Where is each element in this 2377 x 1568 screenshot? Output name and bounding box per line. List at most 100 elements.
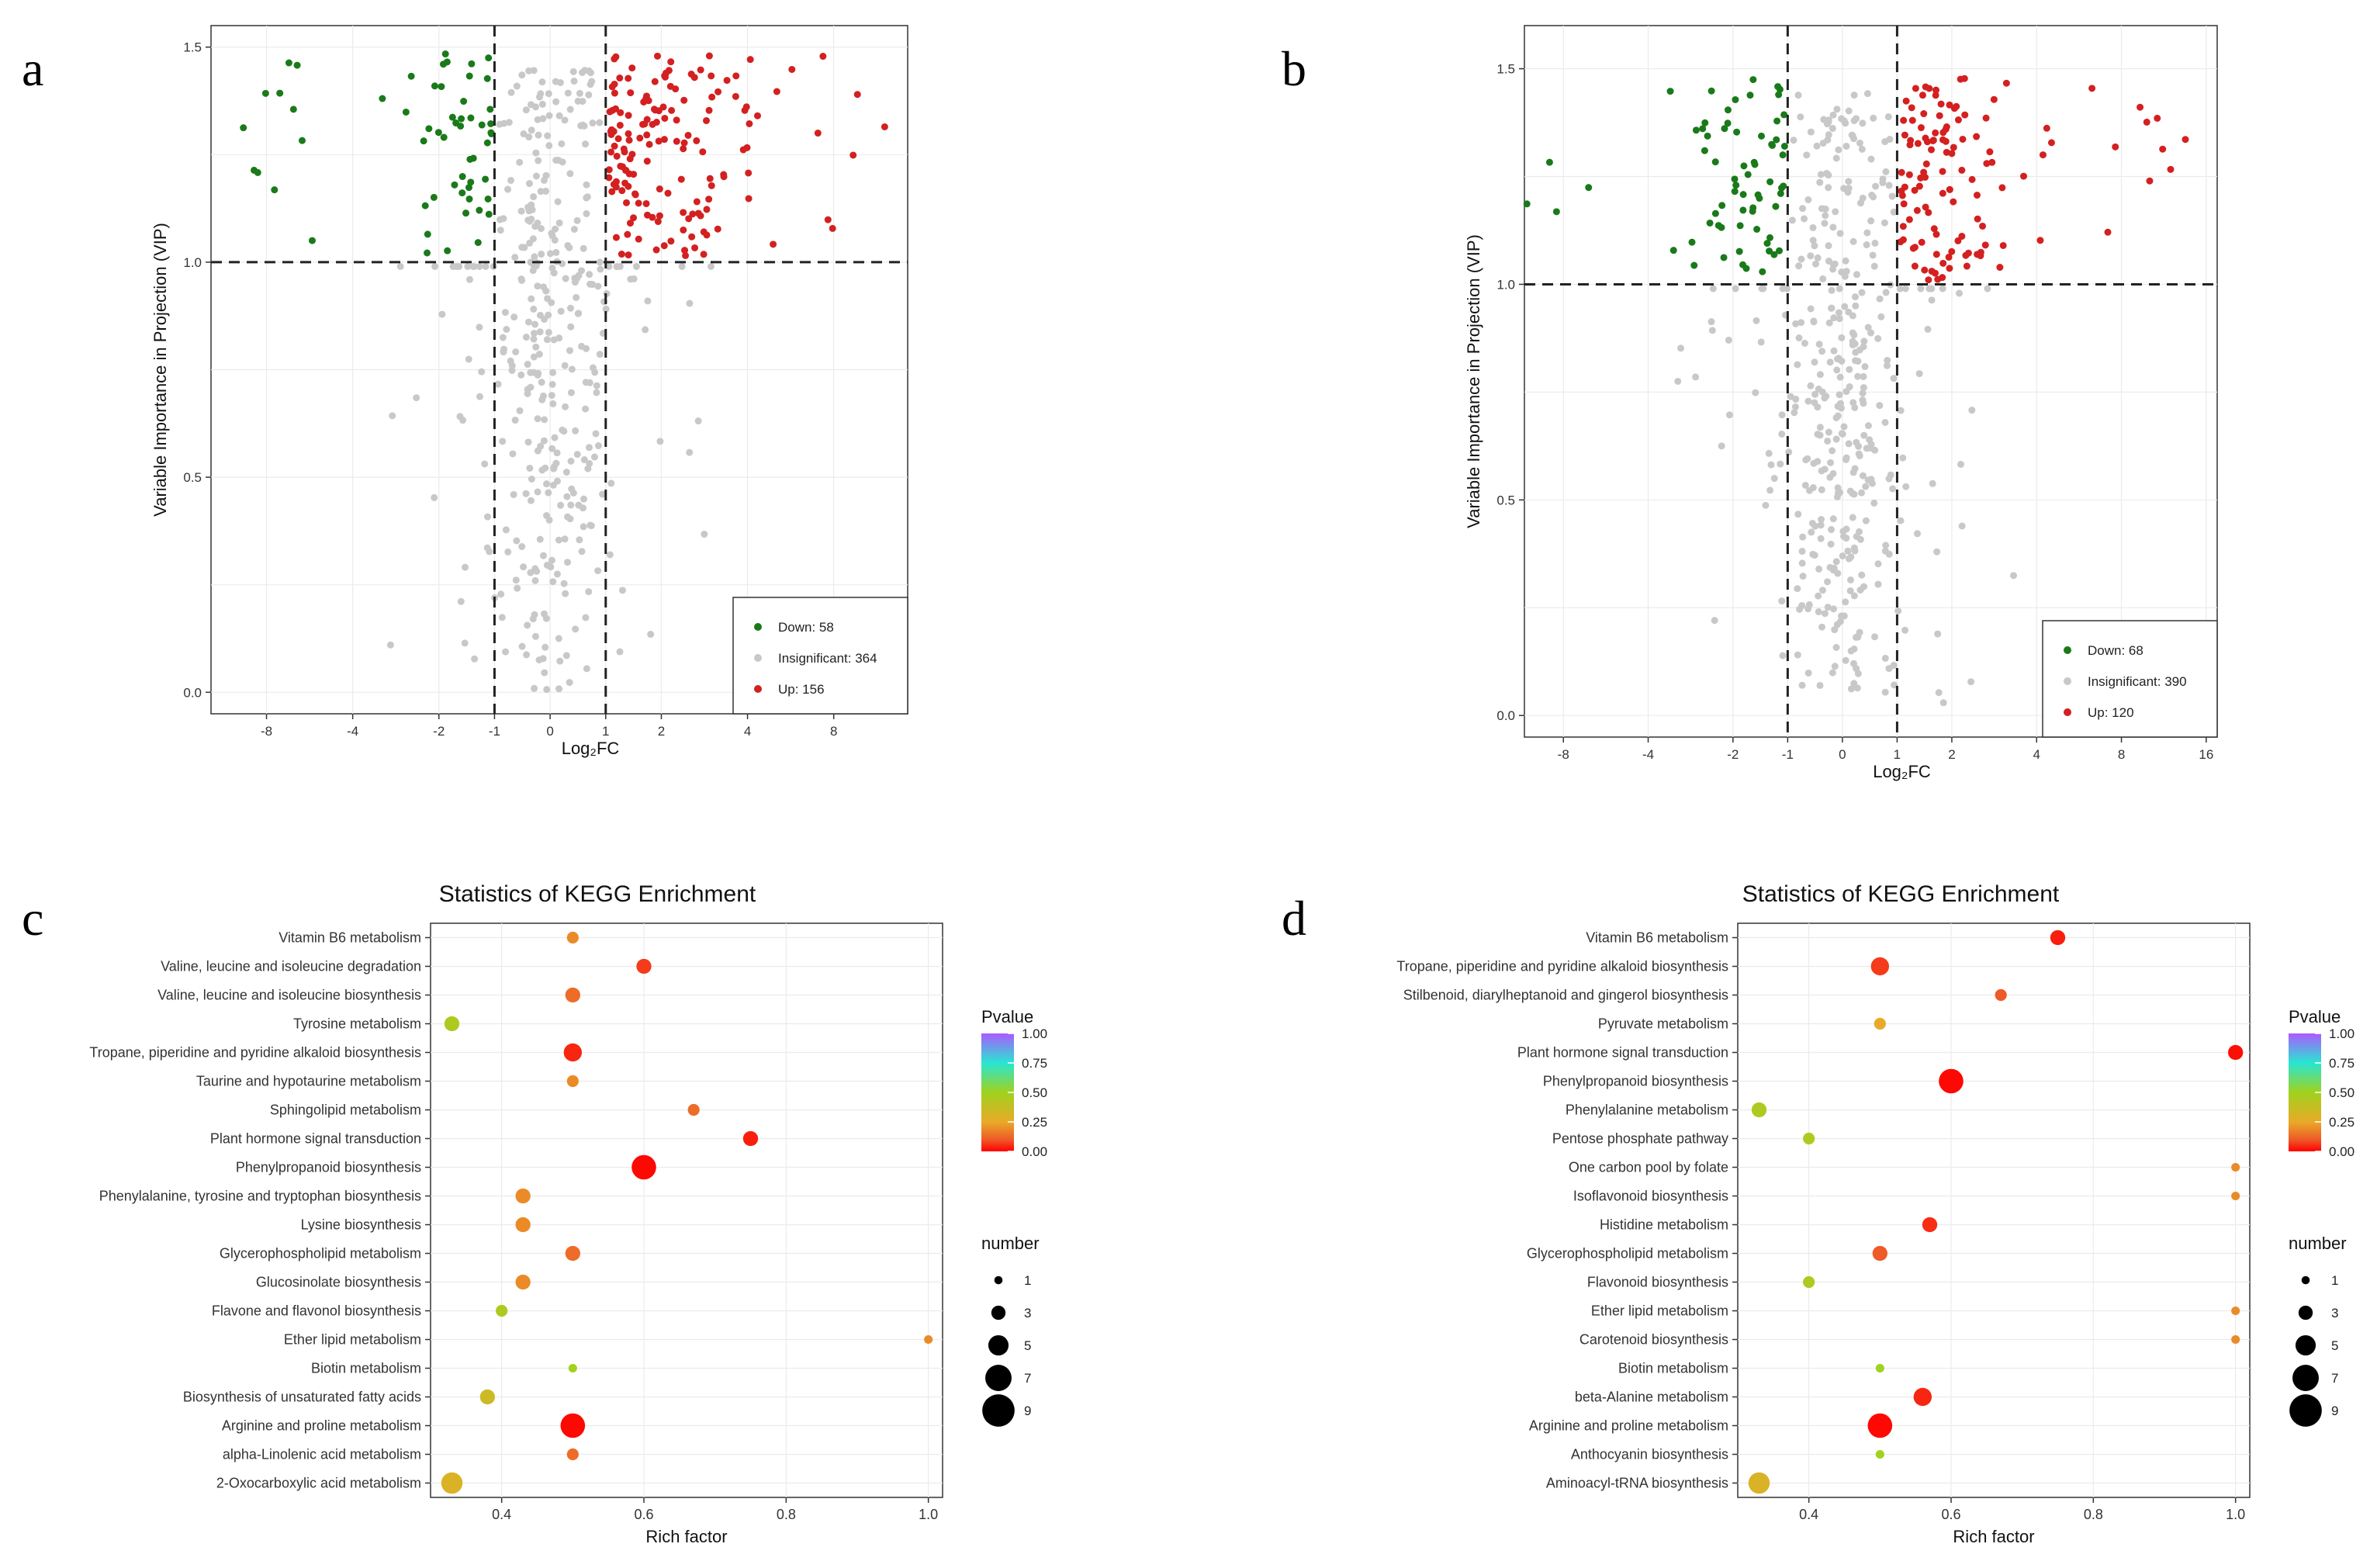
- point-insignificant: [1836, 285, 1843, 292]
- point-up: [1957, 75, 1964, 83]
- x-axis-title: Log₂FC: [1873, 762, 1931, 781]
- point-insignificant: [1881, 688, 1889, 696]
- point-insignificant: [531, 611, 538, 618]
- point-up: [616, 121, 624, 129]
- data-points: [240, 50, 888, 694]
- point-insignificant: [513, 537, 521, 545]
- bubble-point: [560, 1413, 586, 1438]
- point-up: [664, 189, 672, 197]
- point-insignificant: [555, 635, 562, 642]
- point-down: [1775, 91, 1783, 99]
- point-insignificant: [580, 495, 588, 503]
- point-up: [788, 65, 796, 73]
- pvalue-legend-title: Pvalue: [2289, 1007, 2341, 1026]
- point-insignificant: [1674, 377, 1682, 385]
- point-down: [444, 247, 452, 254]
- point-insignificant: [583, 193, 591, 201]
- point-insignificant: [1811, 390, 1819, 398]
- point-insignificant: [535, 656, 543, 664]
- point-insignificant: [1765, 449, 1773, 457]
- point-insignificant: [606, 551, 614, 559]
- point-down: [1766, 234, 1773, 241]
- point-up: [1922, 160, 1930, 168]
- point-down: [1772, 202, 1780, 210]
- point-up: [1925, 276, 1932, 284]
- point-insignificant: [522, 490, 530, 497]
- point-insignificant: [1836, 373, 1844, 381]
- colorbar-tick-label: 1.00: [1022, 1026, 1047, 1041]
- point-up: [829, 224, 836, 232]
- point-down: [452, 119, 460, 127]
- point-insignificant: [530, 330, 538, 337]
- point-up: [643, 116, 651, 123]
- point-insignificant: [564, 89, 572, 97]
- legend-entry: Down: 68: [2088, 643, 2143, 658]
- bubble-point: [444, 1016, 460, 1032]
- point-insignificant: [1815, 341, 1823, 348]
- point-up: [655, 137, 663, 145]
- point-insignificant: [1796, 605, 1804, 613]
- point-insignificant: [539, 392, 547, 400]
- point-insignificant: [1816, 681, 1824, 689]
- bubble-point: [1748, 1472, 1770, 1494]
- bubble-point: [515, 1188, 531, 1204]
- point-up: [693, 137, 701, 144]
- point-insignificant: [514, 584, 521, 592]
- point-insignificant: [497, 227, 504, 234]
- point-insignificant: [562, 469, 570, 476]
- point-insignificant: [1732, 285, 1739, 292]
- point-insignificant: [567, 457, 575, 465]
- point-down: [1714, 222, 1722, 230]
- point-up: [1958, 233, 1966, 241]
- y-tick-label: 1.5: [1496, 62, 1515, 77]
- point-insignificant: [1867, 329, 1875, 337]
- point-insignificant: [530, 305, 538, 313]
- point-up: [621, 179, 629, 187]
- point-insignificant: [507, 176, 514, 184]
- point-insignificant: [552, 248, 560, 256]
- point-insignificant: [555, 157, 562, 164]
- point-up: [605, 174, 613, 182]
- point-insignificant: [1876, 295, 1884, 303]
- point-up: [1932, 129, 1939, 137]
- colorbar-tick-label: 0.25: [2329, 1115, 2355, 1130]
- point-insignificant: [498, 614, 506, 621]
- legend-entry: Down: 58: [778, 620, 834, 635]
- point-insignificant: [531, 684, 538, 692]
- pathway-label: Phenylalanine, tyrosine and tryptophan b…: [99, 1189, 421, 1204]
- point-up: [1906, 141, 1914, 149]
- point-insignificant: [1829, 469, 1837, 477]
- point-up: [1920, 110, 1928, 118]
- point-insignificant: [582, 405, 590, 413]
- point-insignificant: [1890, 375, 1898, 382]
- point-insignificant: [1858, 289, 1866, 296]
- point-insignificant: [1801, 339, 1808, 347]
- point-insignificant: [1876, 402, 1884, 410]
- point-insignificant: [1803, 151, 1811, 159]
- point-insignificant: [1825, 242, 1832, 250]
- point-up: [703, 206, 711, 213]
- colorbar-tick-label: 0.25: [1022, 1115, 1047, 1130]
- point-insignificant: [616, 648, 624, 656]
- point-down: [465, 184, 472, 192]
- point-insignificant: [534, 282, 541, 290]
- point-insignificant: [1874, 560, 1882, 568]
- point-insignificant: [1801, 481, 1809, 489]
- point-down: [478, 121, 486, 129]
- point-insignificant: [555, 219, 563, 227]
- point-insignificant: [1881, 654, 1889, 662]
- point-insignificant: [1816, 371, 1824, 379]
- point-insignificant: [1882, 289, 1890, 296]
- point-insignificant: [555, 536, 562, 544]
- point-insignificant: [1849, 312, 1856, 320]
- point-insignificant: [578, 548, 586, 556]
- point-up: [1968, 175, 1976, 183]
- point-insignificant: [1815, 608, 1822, 616]
- point-insignificant: [518, 642, 526, 650]
- point-insignificant: [1799, 533, 1807, 541]
- point-insignificant: [532, 149, 540, 157]
- point-down: [434, 129, 442, 137]
- point-insignificant: [1896, 285, 1904, 292]
- point-up: [746, 119, 753, 127]
- point-insignificant: [587, 522, 595, 530]
